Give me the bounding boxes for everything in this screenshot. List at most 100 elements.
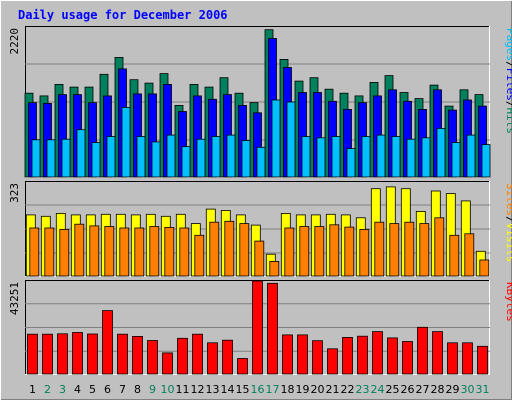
bar-kbytes-day-25 [387, 337, 398, 375]
bar-pages-day-29 [451, 142, 461, 178]
legend-entry-pages: Pages [504, 28, 512, 61]
bar-pages-day-23 [361, 136, 371, 178]
bar-sites-day-29 [449, 234, 460, 277]
bar-kbytes-day-20 [312, 340, 323, 375]
bar-kbytes-day-27 [417, 326, 428, 375]
x-tick-label: 11 [176, 383, 190, 396]
x-tick-label: 31 [476, 383, 490, 396]
bar-pages-day-17 [271, 99, 281, 178]
legend-separator: / [504, 216, 512, 223]
chart-title: Daily usage for December 2006 [18, 8, 228, 22]
bar-sites-day-17 [269, 260, 280, 277]
legend-separator: / [504, 101, 512, 108]
bar-pages-day-12 [196, 138, 206, 178]
bar-sites-day-13 [209, 221, 220, 277]
bar-kbytes-day-23 [357, 335, 368, 375]
bar-kbytes-day-6 [102, 310, 113, 375]
x-tick-label: 13 [206, 383, 220, 396]
bar-kbytes-day-14 [222, 339, 233, 375]
bar-sites-day-10 [164, 226, 175, 277]
x-tick-label: 10 [161, 383, 175, 396]
x-tick-label: 29 [446, 383, 460, 396]
bar-kbytes-day-30 [462, 342, 473, 375]
bar-pages-day-1 [31, 139, 41, 178]
bar-pages-day-27 [421, 137, 431, 178]
bar-pages-day-18 [286, 101, 296, 178]
bar-pages-day-25 [391, 136, 401, 178]
bar-pages-day-2 [46, 139, 56, 178]
bar-sites-day-2 [44, 227, 55, 277]
bar-pages-day-30 [466, 134, 476, 178]
bar-pages-day-7 [121, 107, 131, 178]
x-tick-label: 28 [431, 383, 445, 396]
legend-entry-sites: Sites [504, 183, 512, 216]
x-tick-label: 26 [401, 383, 415, 396]
bar-sites-day-24 [374, 221, 385, 277]
bar-sites-day-4 [74, 223, 85, 277]
bar-pages-day-10 [166, 134, 176, 178]
series-pages [31, 99, 491, 178]
legend-separator: / [504, 61, 512, 68]
series-kbytes [27, 280, 488, 375]
bar-sites-day-28 [434, 217, 445, 277]
x-tick-label: 7 [119, 383, 126, 396]
x-tick-label: 22 [341, 383, 355, 396]
x-tick-label: 9 [149, 383, 156, 396]
legend-entry-hits: Hits [504, 108, 512, 135]
x-tick-label: 2 [44, 383, 51, 396]
x-tick-label: 27 [416, 383, 430, 396]
bar-kbytes-day-18 [282, 334, 293, 375]
bar-kbytes-day-12 [192, 333, 203, 375]
bar-kbytes-day-2 [42, 333, 53, 375]
bar-kbytes-day-26 [402, 341, 413, 375]
x-tick-label: 16 [251, 383, 265, 396]
bar-pages-day-22 [346, 148, 356, 178]
x-tick-label: 8 [134, 383, 141, 396]
x-tick-label: 6 [104, 383, 111, 396]
bar-kbytes-day-31 [477, 345, 488, 375]
bar-sites-day-5 [89, 225, 100, 277]
panel-legend: KBytes [504, 282, 512, 322]
bar-kbytes-day-17 [267, 282, 278, 375]
bar-sites-day-18 [284, 227, 295, 277]
x-tick-label: 18 [281, 383, 295, 396]
bar-kbytes-day-9 [147, 340, 158, 375]
bar-sites-day-23 [359, 228, 370, 277]
x-tick-label: 21 [326, 383, 340, 396]
bar-sites-day-22 [344, 226, 355, 277]
bar-pages-day-31 [481, 144, 491, 178]
bar-kbytes-day-21 [327, 348, 338, 375]
panel-legend: Sites/Visits [504, 183, 512, 263]
bar-sites-day-15 [239, 223, 250, 277]
x-tick-label: 14 [221, 383, 235, 396]
bar-kbytes-day-16 [252, 280, 263, 375]
bar-pages-day-26 [406, 138, 416, 178]
bar-kbytes-day-11 [177, 337, 188, 375]
bar-sites-day-3 [59, 228, 70, 277]
x-tick-label: 5 [89, 383, 96, 396]
x-axis-ticks: 1 2 3 4 5 6 7 8 9 10 11 12 13 14 15 16 17 18 19 20 21 22 23 24 2… [29, 383, 490, 396]
panel-max-label: 323 [8, 183, 21, 203]
bar-pages-day-28 [436, 127, 446, 178]
panel-legend: Pages/Files/Hits [504, 28, 512, 134]
bar-sites-day-12 [194, 234, 205, 277]
bar-sites-day-30 [464, 233, 475, 277]
x-tick-label: 3 [59, 383, 66, 396]
bar-kbytes-day-1 [27, 333, 38, 375]
bar-pages-day-5 [91, 142, 101, 178]
bar-kbytes-day-8 [132, 335, 143, 375]
bar-sites-day-9 [149, 226, 160, 277]
bar-sites-day-16 [254, 240, 265, 277]
bar-sites-day-19 [299, 226, 310, 277]
bar-pages-day-3 [61, 138, 71, 178]
bar-kbytes-day-3 [57, 333, 68, 375]
legend-entry-files: Files [504, 68, 512, 101]
bar-pages-day-20 [316, 137, 326, 178]
bar-sites-day-25 [389, 223, 400, 277]
bar-sites-day-20 [314, 226, 325, 277]
bar-pages-day-16 [256, 146, 266, 178]
x-tick-label: 19 [296, 383, 310, 396]
bar-pages-day-19 [301, 136, 311, 178]
panel-kbytes: 43251 KBytes [8, 280, 512, 375]
bar-pages-day-24 [376, 134, 386, 178]
